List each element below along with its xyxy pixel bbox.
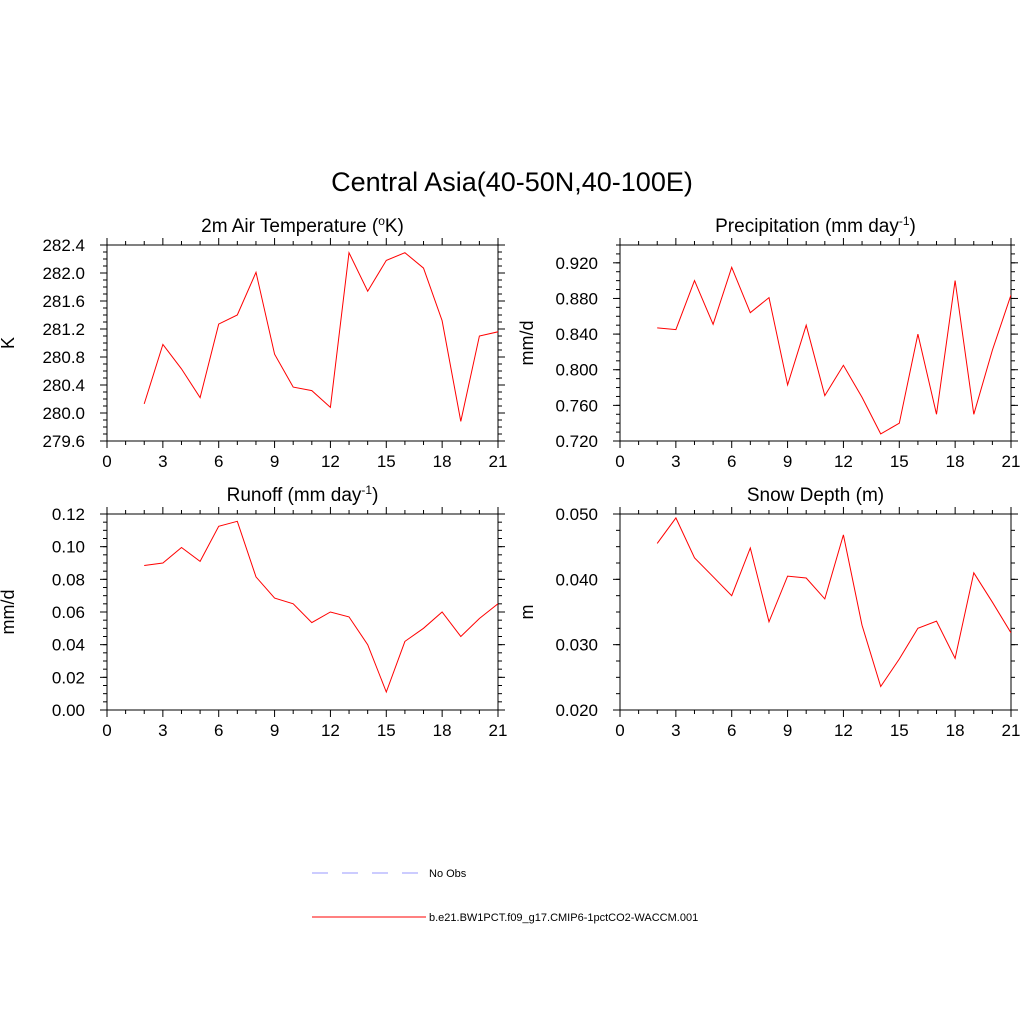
series-line-runoff: [144, 520, 498, 694]
plot-frame: [619, 244, 1012, 442]
y-tick-label: 282.4: [42, 236, 85, 255]
x-tick-label: 12: [834, 452, 853, 471]
x-tick-label: 0: [615, 452, 624, 471]
x-tick-label: 3: [158, 452, 167, 471]
panel-title-text-end: ): [910, 216, 916, 237]
x-tick-label: 0: [615, 721, 624, 740]
x-tick-label: 15: [377, 721, 396, 740]
y-axis-label: mm/d: [517, 321, 537, 366]
y-tick-label: 0.04: [52, 636, 85, 655]
legend-model-label: b.e21.BW1PCT.f09_g17.CMIP6-1pctCO2-WACCM…: [429, 912, 698, 924]
panel-title-text: Runoff (mm day: [227, 485, 362, 506]
y-tick-label: 0.840: [555, 325, 598, 344]
plot-frame: [106, 513, 499, 711]
y-tick-label: 281.6: [42, 292, 85, 311]
legend: No Obs b.e21.BW1PCT.f09_g17.CMIP6-1pctCO…: [312, 868, 698, 924]
y-tick-label: 0.12: [52, 505, 85, 524]
y-tick-label: 282.0: [42, 264, 85, 283]
panel-runoff: Runoff (mm day-1) 0 3 6 9 12 15 18 21 0.00 0.02 0.0…: [0, 483, 507, 740]
x-tick-label: 3: [671, 452, 680, 471]
panel-title: Precipitation (mm day-1): [715, 214, 916, 237]
y-tick-label: 279.6: [42, 432, 85, 451]
panel-title-text-end: K): [385, 216, 404, 237]
y-tick-label: 280.8: [42, 348, 85, 367]
legend-no-obs-label: No Obs: [429, 868, 467, 880]
x-tick-label: 21: [1002, 452, 1021, 471]
series-line-snow-depth: [656, 516, 1011, 688]
x-tick-label: 6: [214, 452, 223, 471]
y-tick-label: 0.880: [555, 289, 598, 308]
x-tick-label: 9: [270, 452, 279, 471]
y-tick-label: 0.720: [555, 432, 598, 451]
x-tick-label: 0: [102, 452, 111, 471]
y-axis-label: mm/d: [0, 590, 18, 635]
panel-title-superscript: o: [378, 214, 385, 228]
x-tick-label: 21: [489, 721, 508, 740]
panel-title: Runoff (mm day-1): [227, 483, 379, 506]
y-tick-label: 280.4: [42, 376, 85, 395]
x-tick-label: 21: [489, 452, 508, 471]
figure-title: Central Asia(40-50N,40-100E): [331, 167, 693, 197]
panel-snow-depth: Snow Depth (m) 0 3 6 9 12 15 18 21 0.020 0.030 0.04…: [517, 485, 1020, 740]
panel-title-text: Snow Depth (m): [747, 485, 884, 506]
series-line-air-temperature: [143, 250, 498, 422]
panel-title: Snow Depth (m): [747, 485, 884, 506]
y-tick-label: 0.06: [52, 603, 85, 622]
panel-title-text-end: ): [372, 485, 378, 506]
panel-title-text: 2m Air Temperature (: [201, 216, 379, 237]
x-tick-label: 9: [270, 721, 279, 740]
x-tick-label: 18: [433, 721, 452, 740]
panel-title-superscript: -1: [899, 214, 910, 228]
y-tick-label: 0.02: [52, 668, 85, 687]
x-tick-label: 18: [433, 452, 452, 471]
x-tick-label: 6: [214, 721, 223, 740]
series-line-precipitation: [657, 265, 1011, 435]
y-tick-label: 281.2: [42, 320, 85, 339]
y-axis-label: m: [517, 605, 537, 620]
y-axis-label: K: [0, 337, 18, 349]
x-tick-label: 15: [890, 452, 909, 471]
panel-precipitation: Precipitation (mm day-1) 0 3 6 9 12 15 18 21 0.72…: [517, 214, 1020, 471]
x-tick-label: 9: [783, 452, 792, 471]
y-tick-label: 0.08: [52, 570, 85, 589]
x-tick-label: 18: [946, 452, 965, 471]
panel-title-text: Precipitation (mm day: [715, 216, 899, 237]
plot-frame: [106, 244, 499, 442]
x-tick-label: 0: [102, 721, 111, 740]
y-tick-label: 0.030: [555, 636, 598, 655]
x-tick-label: 12: [321, 721, 340, 740]
x-tick-label: 3: [158, 721, 167, 740]
x-tick-label: 18: [946, 721, 965, 740]
x-tick-label: 6: [727, 721, 736, 740]
panel-title-superscript: -1: [361, 483, 372, 497]
x-tick-label: 6: [727, 452, 736, 471]
y-tick-label: 0.050: [555, 505, 598, 524]
y-tick-label: 0.020: [555, 701, 598, 720]
panel-air-temperature: 2m Air Temperature (oK) 0 3 6 9 12 15 18 21 279.6…: [0, 214, 507, 471]
x-tick-label: 3: [671, 721, 680, 740]
y-tick-label: 0.920: [555, 254, 598, 273]
y-tick-label: 0.760: [555, 396, 598, 415]
y-tick-label: 0.00: [52, 701, 85, 720]
x-tick-label: 9: [783, 721, 792, 740]
y-tick-label: 0.040: [555, 570, 598, 589]
panel-title: 2m Air Temperature (oK): [201, 214, 404, 237]
plot-frame: [619, 513, 1012, 711]
x-tick-label: 21: [1002, 721, 1021, 740]
x-tick-label: 15: [377, 452, 396, 471]
y-tick-label: 280.0: [42, 404, 85, 423]
y-tick-label: 0.10: [52, 538, 85, 557]
x-tick-label: 12: [834, 721, 853, 740]
y-tick-label: 0.800: [555, 361, 598, 380]
x-tick-label: 12: [321, 452, 340, 471]
x-tick-label: 15: [890, 721, 909, 740]
